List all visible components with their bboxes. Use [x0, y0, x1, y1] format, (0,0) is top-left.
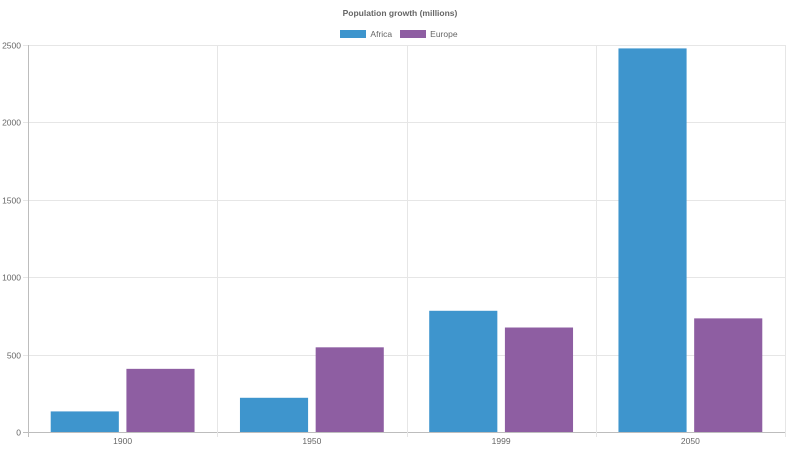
legend-item-africa[interactable]: Africa	[340, 29, 392, 39]
bar-europe-1950[interactable]	[315, 347, 384, 432]
x-tick-label: 1950	[302, 436, 321, 446]
y-tick-label: 1000	[2, 273, 21, 283]
y-tick-label: 2500	[2, 41, 21, 51]
bar-africa-1999[interactable]	[429, 310, 498, 432]
chart-legend: Africa Europe	[0, 29, 800, 39]
legend-swatch-africa	[340, 30, 367, 38]
y-tick-label: 500	[7, 351, 21, 361]
legend-item-europe[interactable]: Europe	[400, 29, 458, 39]
bar-europe-1999[interactable]	[504, 327, 574, 432]
legend-label-africa: Africa	[370, 29, 393, 39]
x-tick-label: 1900	[113, 436, 132, 446]
legend-label-europe: Europe	[430, 29, 458, 39]
y-tick-label: 2000	[2, 118, 21, 128]
bar-africa-2050[interactable]	[618, 48, 687, 432]
x-tick-label: 1999	[492, 436, 511, 446]
chart-title: Population growth (millions)	[342, 8, 458, 18]
y-tick-label: 0	[16, 428, 21, 438]
bar-europe-1900[interactable]	[126, 368, 195, 432]
bar-africa-1900[interactable]	[50, 411, 119, 432]
legend-swatch-europe	[400, 30, 427, 38]
bar-europe-2050[interactable]	[694, 318, 763, 432]
y-tick-label: 1500	[2, 196, 21, 206]
x-tick-label: 2050	[681, 436, 700, 446]
bar-africa-1950[interactable]	[239, 397, 309, 432]
